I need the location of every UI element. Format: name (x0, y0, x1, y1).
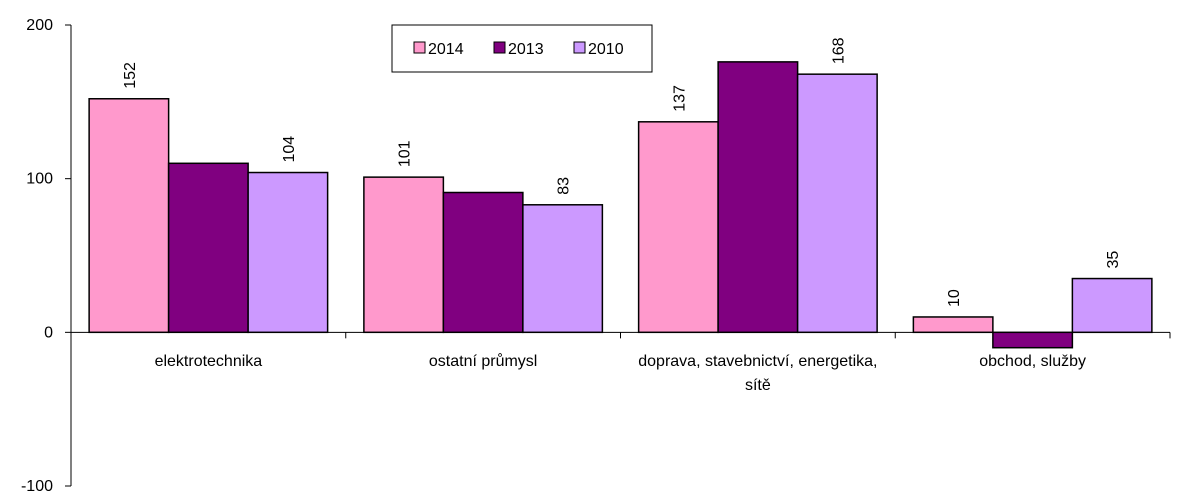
data-label: 152 (122, 62, 139, 89)
bar (247, 171, 329, 334)
y-tick-label: 0 (44, 324, 53, 341)
legend-swatch (413, 41, 426, 54)
bar (167, 162, 249, 334)
bar (912, 316, 994, 334)
bar (717, 61, 799, 334)
data-label: 10 (946, 289, 963, 307)
x-tick-label: doprava, stavebnictví, energetika, sítě (638, 353, 878, 395)
bar (637, 121, 719, 334)
bar (522, 204, 604, 334)
legend-label: 2013 (508, 41, 544, 58)
data-label: 137 (671, 85, 688, 112)
data-label: 104 (281, 136, 298, 163)
data-label: 35 (1105, 251, 1122, 269)
bar (442, 191, 524, 334)
bar (1071, 277, 1153, 334)
bar (88, 98, 170, 334)
bar (992, 331, 1074, 349)
y-tick-label: 200 (26, 17, 53, 34)
legend-swatch (493, 41, 506, 54)
x-tick-label: obchod, služby (979, 353, 1086, 371)
x-tick-label: elektrotechnika (154, 353, 263, 371)
y-tick-label: -100 (21, 478, 53, 491)
data-label: 83 (556, 177, 573, 195)
legend-label: 2010 (588, 41, 624, 58)
legend-box (391, 24, 653, 73)
data-label: 168 (830, 37, 847, 64)
x-tick-label: ostatní průmysl (428, 353, 538, 371)
legend-label: 2014 (428, 41, 464, 58)
data-label: 101 (397, 140, 414, 167)
bar (363, 176, 445, 334)
y-tick-label: 100 (26, 171, 53, 188)
legend-swatch (573, 41, 586, 54)
bar (796, 73, 878, 334)
